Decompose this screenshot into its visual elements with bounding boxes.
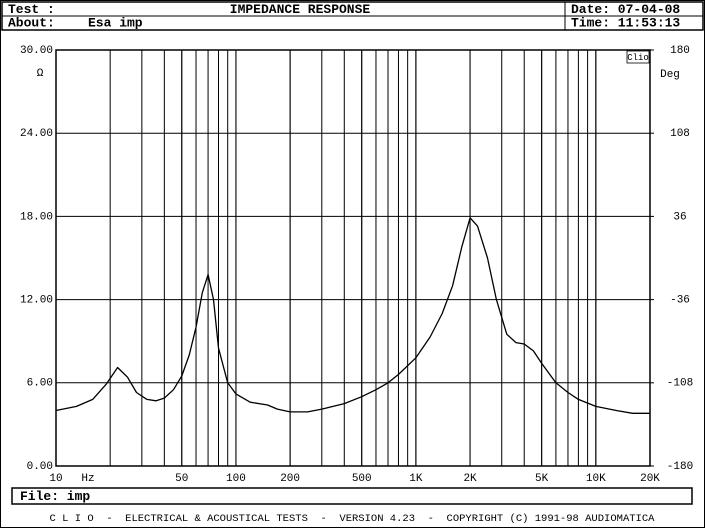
title: IMPEDANCE RESPONSE: [230, 2, 371, 17]
y-unit: Ω: [37, 68, 44, 80]
x-tick-label: 1K: [409, 473, 423, 485]
badge: Clio: [627, 53, 649, 63]
time: Time: 11:53:13: [571, 15, 680, 30]
y-tick-label: 24.00: [20, 128, 53, 140]
x-tick-label: 10: [49, 473, 62, 485]
x-tick-label: 20K: [640, 473, 660, 485]
x-tick-label: 500: [352, 473, 372, 485]
y-tick-label: 6.00: [27, 378, 53, 390]
y2-tick-label: 36: [673, 211, 686, 223]
impedance-curve: [55, 217, 650, 414]
y-tick-label: 12.00: [20, 295, 53, 307]
plot: 10 50 100 200 500 1K 2K 5K 10K 20K 0.00 6.00 12.00 18…: [20, 45, 693, 485]
about: Esa imp: [88, 15, 143, 30]
about-label: About:: [8, 15, 55, 30]
x-tick-label: 10K: [586, 473, 606, 485]
x-tick-label: 5K: [535, 473, 549, 485]
y-tick-label: 18.00: [20, 211, 53, 223]
file: File: imp: [20, 489, 90, 504]
badge-box: [626, 50, 650, 64]
y2-tick-label: -36: [670, 295, 690, 307]
date: Date: 07-04-08: [571, 2, 680, 17]
x-tick-label: 50: [175, 473, 188, 485]
x-tick-label: 200: [280, 473, 300, 485]
y2-unit: Deg: [660, 69, 680, 81]
test-label: Test :: [8, 2, 55, 17]
x-tick-label: 2K: [463, 473, 477, 485]
y2-tick-label: -108: [667, 378, 693, 390]
y2-tick-label: 180: [670, 45, 690, 57]
y2-tick-label: -180: [667, 461, 693, 473]
y2-tick-label: 108: [670, 128, 690, 140]
plot-frame: [55, 49, 651, 467]
y-tick-label: 0.00: [27, 461, 53, 473]
x-unit: Hz: [81, 473, 94, 485]
file-box: [11, 487, 693, 505]
credits: C L I O - ELECTRICAL & ACOUSTICAL TESTS …: [50, 513, 656, 525]
x-tick-label: 100: [226, 473, 246, 485]
y-tick-label: 30.00: [20, 45, 53, 57]
